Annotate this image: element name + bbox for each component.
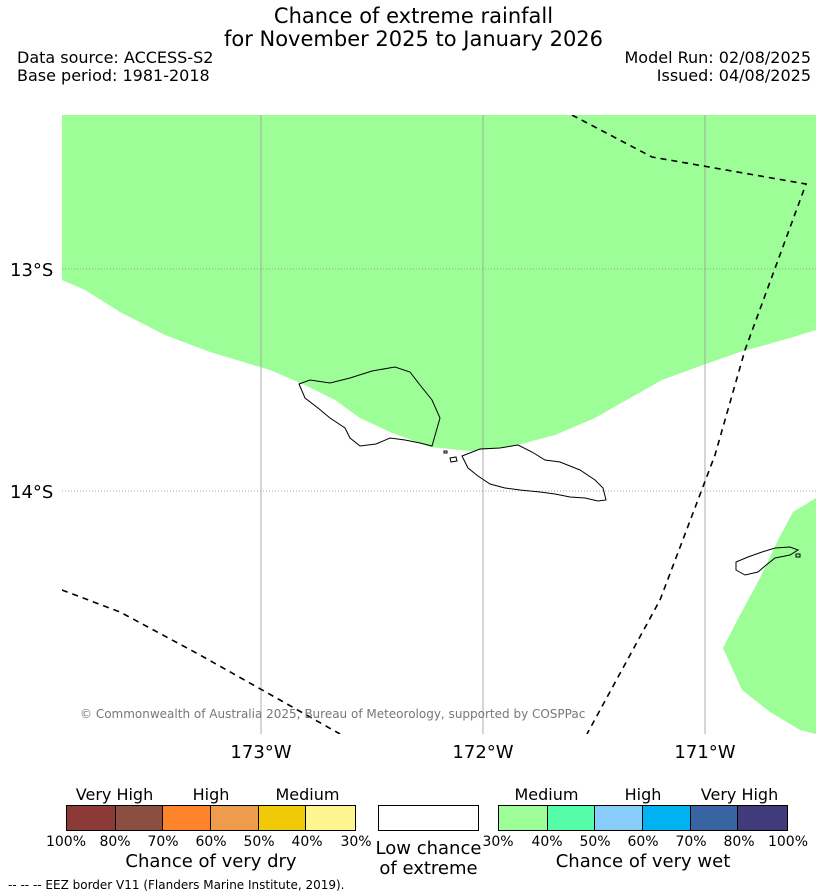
title-line-2: for November 2025 to January 2026 [223,27,604,51]
lon-label-173w: 173°W [230,742,291,760]
legend-wet-high: High [624,785,662,804]
dry-tick-70: 70% [147,834,179,850]
apolima-islet [449,456,458,463]
wet-tick-30: 30% [482,834,514,850]
savaii-island [298,366,441,447]
wet-tick-40: 40% [531,834,563,850]
legend-dry-medium: Medium [275,785,340,804]
upolu-island [461,444,607,502]
eez-footnote: -- -- -- EEZ border V11 (Flanders Marine… [8,878,345,892]
dry-swatch-60-50 [211,806,259,830]
base-period: Base period: 1981-2018 [17,66,210,85]
copyright-credit: © Commonwealth of Australia 2025, Bureau… [80,707,585,721]
legend-wet-very-high: Very High [700,785,779,804]
model-run: Model Run: 02/08/2025 [624,48,812,67]
data-source: Data source: ACCESS-S2 [17,48,214,67]
title-line-1: Chance of extreme rainfall [273,4,554,28]
dry-tick-50: 50% [243,834,275,850]
dry-swatch-100-80 [67,806,116,830]
aunuu-islet [795,553,801,558]
wet-swatch-80-100 [738,806,787,830]
wet-swatch-70-80 [690,806,739,830]
legend-dry-caption: Chance of very dry [125,851,297,872]
wet-swatch-30-40 [499,806,548,830]
dry-tick-40: 40% [291,834,323,850]
lon-label-172w: 172°W [452,742,513,760]
legend-dry-high: High [192,785,230,804]
legend-wet-colorbar [498,805,788,831]
wet-swatch-60-70 [643,806,691,830]
manono-islet [443,450,448,454]
dry-swatch-70-60 [163,806,211,830]
dry-swatch-50-40 [258,806,307,830]
rainfall-map: 13°S 14°S 173°W 172°W 171°W © Commonweal… [10,115,816,760]
wet-tick-60: 60% [627,834,659,850]
medium-wet-region-southeast [723,498,816,734]
graticule [260,115,706,734]
legend-low-caption-1: Low chance [375,838,482,859]
eez-border [62,115,808,734]
lat-label-13s: 13°S [10,260,53,281]
dry-tick-30: 30% [340,834,372,850]
dry-swatch-40-30 [306,806,355,830]
legend-low-caption-2: of extreme [379,858,478,879]
issued-date: Issued: 04/08/2025 [656,66,811,85]
legend-wet-medium: Medium [514,785,579,804]
wet-swatch-40-50 [547,806,596,830]
lon-label-171w: 171°W [674,742,735,760]
wet-tick-50: 50% [579,834,611,850]
tutuila-island [735,546,800,576]
legend-dry-colorbar [66,805,356,831]
dry-tick-60: 60% [195,834,227,850]
legend-wet-caption: Chance of very wet [555,851,731,872]
wet-tick-70: 70% [675,834,707,850]
dry-swatch-80-70 [115,806,164,830]
legend-dry-very-high: Very High [75,785,154,804]
medium-wet-region-north [62,115,816,451]
wet-tick-100: 100% [767,834,809,850]
wet-tick-80: 80% [723,834,755,850]
wet-swatch-50-60 [595,806,643,830]
lat-label-14s: 14°S [10,482,53,503]
legend-low-swatch [378,805,479,831]
dry-tick-80: 80% [99,834,131,850]
dry-tick-100: 100% [45,834,87,850]
